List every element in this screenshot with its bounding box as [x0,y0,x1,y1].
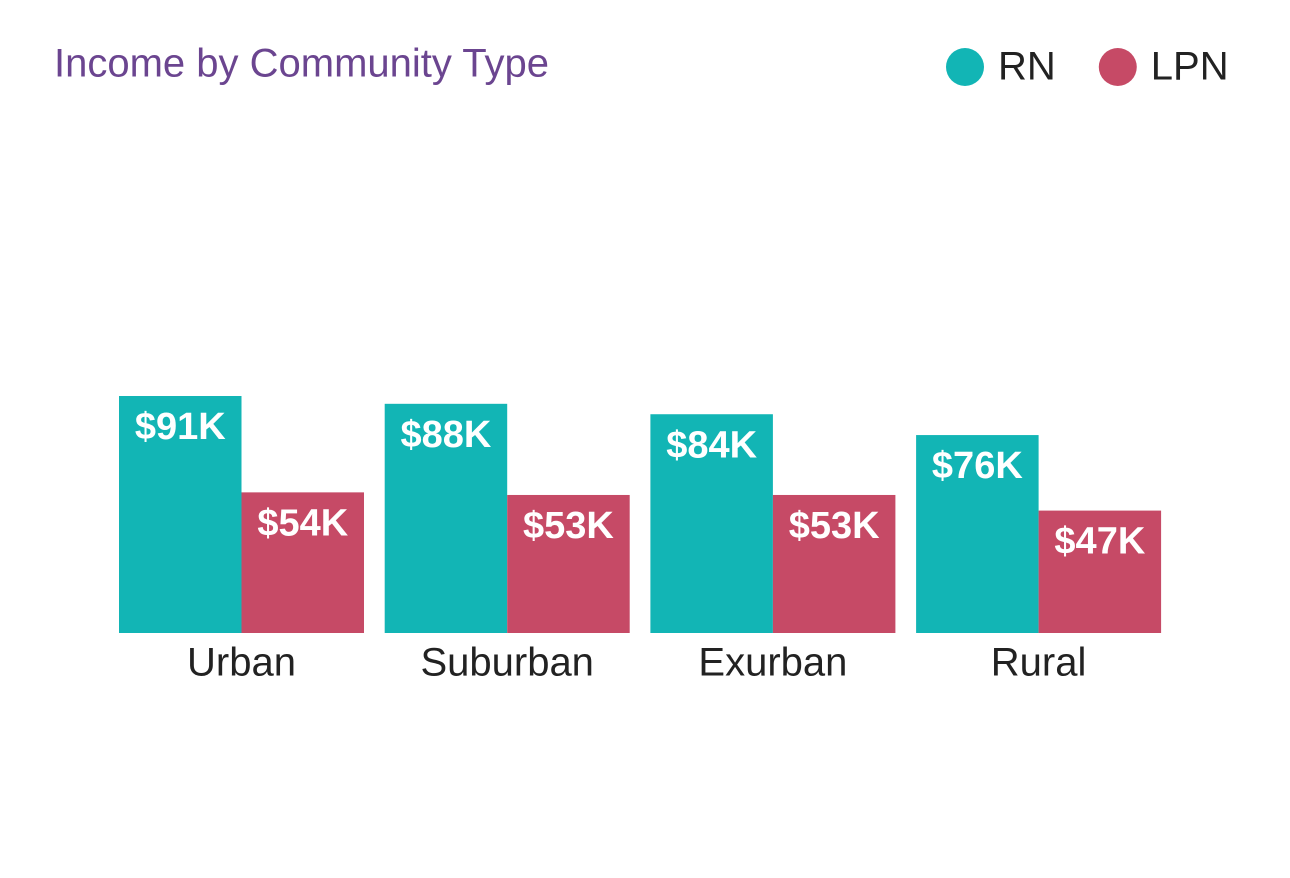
value-label: $53K [789,505,880,547]
value-label: $88K [401,414,492,456]
value-label: $84K [666,424,757,466]
value-label: $91K [135,406,226,448]
value-label: $53K [523,505,614,547]
legend-marker [1098,48,1137,86]
bar [1038,510,1162,633]
x-tick-label: Rural [991,641,1087,685]
value-label: $47K [1054,521,1145,563]
bar [241,492,364,633]
value-label: $54K [257,502,348,544]
legend-label: RN [998,45,1056,89]
x-tick-label: Exurban [698,641,847,685]
bar [772,494,896,633]
x-tick-label: Urban [187,641,296,685]
value-label: $76K [932,445,1023,487]
bar [507,494,630,633]
bar [650,414,773,633]
x-tick-label: Suburban [420,641,593,685]
bar [384,403,508,633]
legend-label: LPN [1151,45,1229,89]
chart-title: Income by Community Type [54,42,549,86]
bar [119,396,242,633]
legend-marker [946,48,984,86]
bar [916,435,1039,633]
